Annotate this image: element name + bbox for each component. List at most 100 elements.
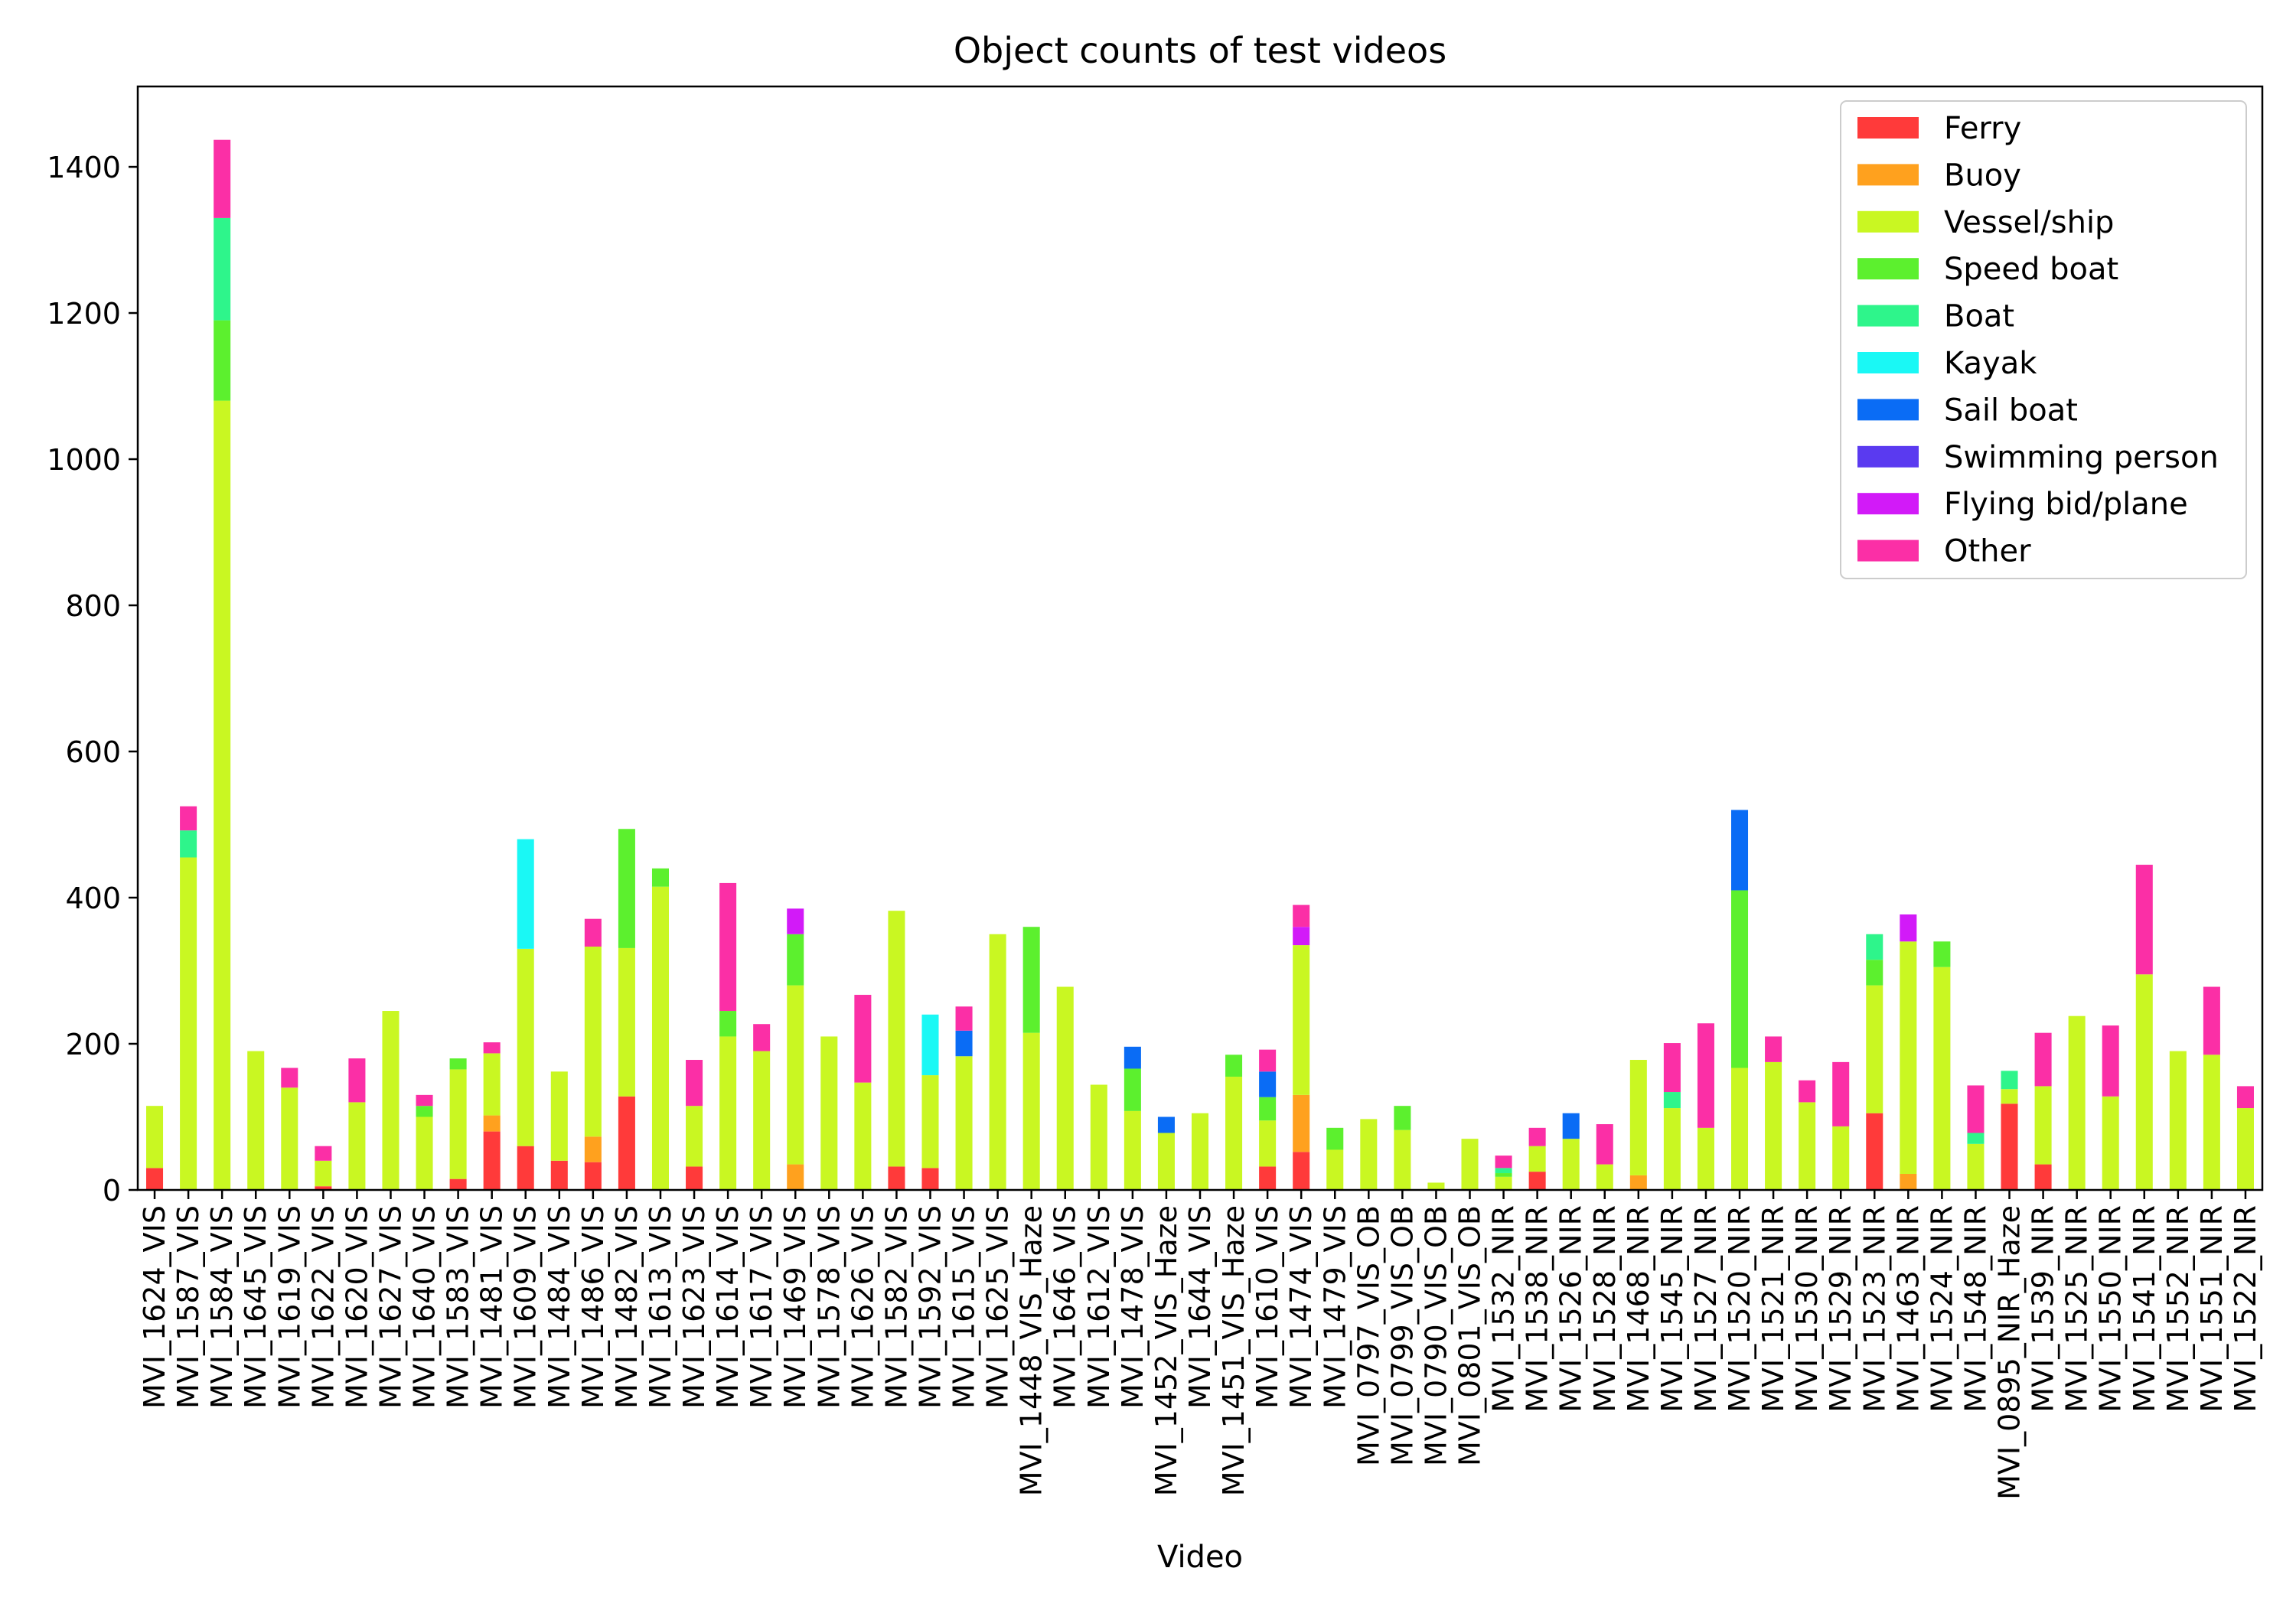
bar-segment-vessel-ship [1900, 941, 1917, 1174]
bar-segment-ferry [1259, 1166, 1277, 1190]
bar-segment-vessel-ship [247, 1051, 265, 1190]
bar-segment-vessel-ship [989, 934, 1006, 1190]
bar-segment-other [1293, 905, 1310, 927]
bar-segment-vessel-ship [517, 948, 534, 1146]
x-tick-label: MVI_1451_VIS_Haze [1217, 1205, 1251, 1496]
bar-segment-other [1832, 1061, 1850, 1126]
bar-segment-speed-boat [214, 320, 231, 401]
legend-frame [1840, 100, 2247, 579]
bar-segment-vessel-ship [618, 947, 635, 1097]
bar-segment-flying-bid-plane [1293, 927, 1310, 946]
bar-segment-ferry [146, 1168, 164, 1190]
bar-segment-speed-boat [1022, 927, 1040, 1033]
legend-label: Sail boat [1944, 393, 2078, 428]
bar-segment-ferry [483, 1131, 501, 1190]
x-tick-label: MVI_1627_VIS [373, 1205, 407, 1409]
bar-segment-ferry [517, 1146, 534, 1190]
bar-segment-speed-boat [618, 829, 635, 948]
bar-segment-vessel-ship [1022, 1032, 1040, 1190]
y-tick-label: 0 [103, 1174, 121, 1208]
legend: Ferry Buoy Vessel/ship Speed boat Boat Kayak S… [1840, 100, 2247, 579]
bar-segment-speed-boat [1933, 941, 1951, 967]
bar-segment-vessel-ship [1461, 1139, 1479, 1190]
bar-segment-vessel-ship [1765, 1061, 1782, 1190]
bar-segment-speed-boat [449, 1058, 467, 1070]
bar-segment-sail-boat [1157, 1116, 1175, 1133]
bar-segment-buoy [787, 1164, 804, 1190]
bar-segment-ferry [449, 1178, 467, 1190]
bar-segment-vessel-ship [921, 1075, 939, 1169]
chart-title: Object counts of test videos [954, 30, 1446, 71]
bar-segment-vessel-ship [1090, 1084, 1107, 1190]
x-tick-label: MVI_1623_VIS [677, 1205, 711, 1409]
legend-label: Buoy [1944, 158, 2021, 193]
bar-segment-vessel-ship [1427, 1182, 1445, 1190]
bar-segment-sail-boat [1562, 1113, 1580, 1139]
x-tick-label: MVI_1538_NIR [1521, 1205, 1554, 1413]
bar-segment-speed-boat [1124, 1068, 1141, 1111]
bar-segment-ferry [550, 1160, 568, 1190]
bar-segment-vessel-ship [449, 1069, 467, 1179]
x-tick-label: MVI_1522_NIR [2229, 1205, 2262, 1413]
bar-segment-boat [1967, 1133, 1985, 1144]
x-tick-label: MVI_1617_VIS [745, 1205, 778, 1409]
x-tick-label: MVI_1613_VIS [644, 1205, 677, 1409]
bar-segment-vessel-ship [1394, 1129, 1411, 1190]
legend-swatch [1857, 399, 1919, 421]
bar-segment-vessel-ship [1326, 1149, 1344, 1190]
bar-segment-speed-boat [416, 1106, 433, 1117]
y-tick-label: 800 [65, 589, 121, 623]
x-tick-label: MVI_1551_NIR [2195, 1205, 2229, 1413]
bar-segment-vessel-ship [2203, 1054, 2220, 1190]
x-tick-label: MVI_1626_VIS [846, 1205, 879, 1409]
bar-segment-vessel-ship [1799, 1102, 1816, 1190]
x-tick-label: MVI_1609_VIS [509, 1205, 543, 1409]
bar-segment-other [315, 1146, 332, 1161]
bar-segment-speed-boat [1731, 890, 1749, 1068]
bar-segment-other [1528, 1127, 1546, 1146]
bar-stacks [146, 139, 2254, 1190]
bar-segment-speed-boat [1866, 960, 1883, 986]
x-tick-label: MVI_1552_NIR [2161, 1205, 2195, 1413]
x-tick-label: MVI_1541_NIR [2128, 1205, 2161, 1413]
bar-segment-other [2102, 1025, 2119, 1097]
plot-frame [136, 85, 2264, 1191]
y-tick-label: 400 [65, 882, 121, 915]
x-tick-label: MVI_1469_VIS [778, 1205, 812, 1409]
bar-segment-other [1259, 1049, 1277, 1072]
bar-segment-vessel-ship [686, 1106, 703, 1167]
x-tick-label: MVI_1463_NIR [1891, 1205, 1925, 1413]
x-tick-label: MVI_1529_NIR [1824, 1205, 1857, 1413]
x-tick-label: MVI_1583_VIS [442, 1205, 475, 1409]
bar-segment-ferry [686, 1166, 703, 1190]
bar-segment-other [348, 1058, 366, 1103]
bar-segment-other [854, 995, 872, 1083]
bar-segment-ferry [2034, 1164, 2052, 1190]
bar-segment-vessel-ship [146, 1106, 164, 1169]
legend-label: Other [1944, 534, 2031, 569]
bar-segment-vessel-ship [888, 911, 905, 1167]
bar-segment-kayak [517, 839, 534, 949]
x-tick-label: MVI_1610_VIS [1251, 1205, 1284, 1409]
x-tick-label: MVI_1525_NIR [2060, 1205, 2094, 1413]
bar-segment-other [1596, 1124, 1613, 1165]
x-tick-label: MVI_1520_NIR [1723, 1205, 1756, 1413]
legend-swatch [1857, 210, 1919, 233]
x-tick-label: MVI_1482_VIS [610, 1205, 644, 1409]
bar-segment-other [1967, 1085, 1985, 1133]
x-tick-label: MVI_1625_VIS [981, 1205, 1015, 1409]
legend-label: Flying bid/plane [1944, 487, 2188, 522]
bar-segment-sail-boat [1124, 1046, 1141, 1069]
x-axis: MVI_1624_VIS MVI_1587_VIS MVI_1584_VIS MVI_… [138, 1190, 2262, 1500]
x-tick-label: MVI_1644_VIS [1183, 1205, 1217, 1409]
bar-segment-vessel-ship [550, 1071, 568, 1161]
bar-segment-other [1765, 1036, 1782, 1062]
bar-segment-vessel-ship [348, 1102, 366, 1190]
y-tick-label: 600 [65, 735, 121, 769]
y-tick-label: 200 [65, 1028, 121, 1061]
bar-segment-ferry [1866, 1113, 1883, 1190]
bar-segment-ferry [584, 1162, 602, 1190]
bar-segment-vessel-ship [1663, 1108, 1681, 1190]
bar-segment-vessel-ship [2068, 1015, 2086, 1190]
